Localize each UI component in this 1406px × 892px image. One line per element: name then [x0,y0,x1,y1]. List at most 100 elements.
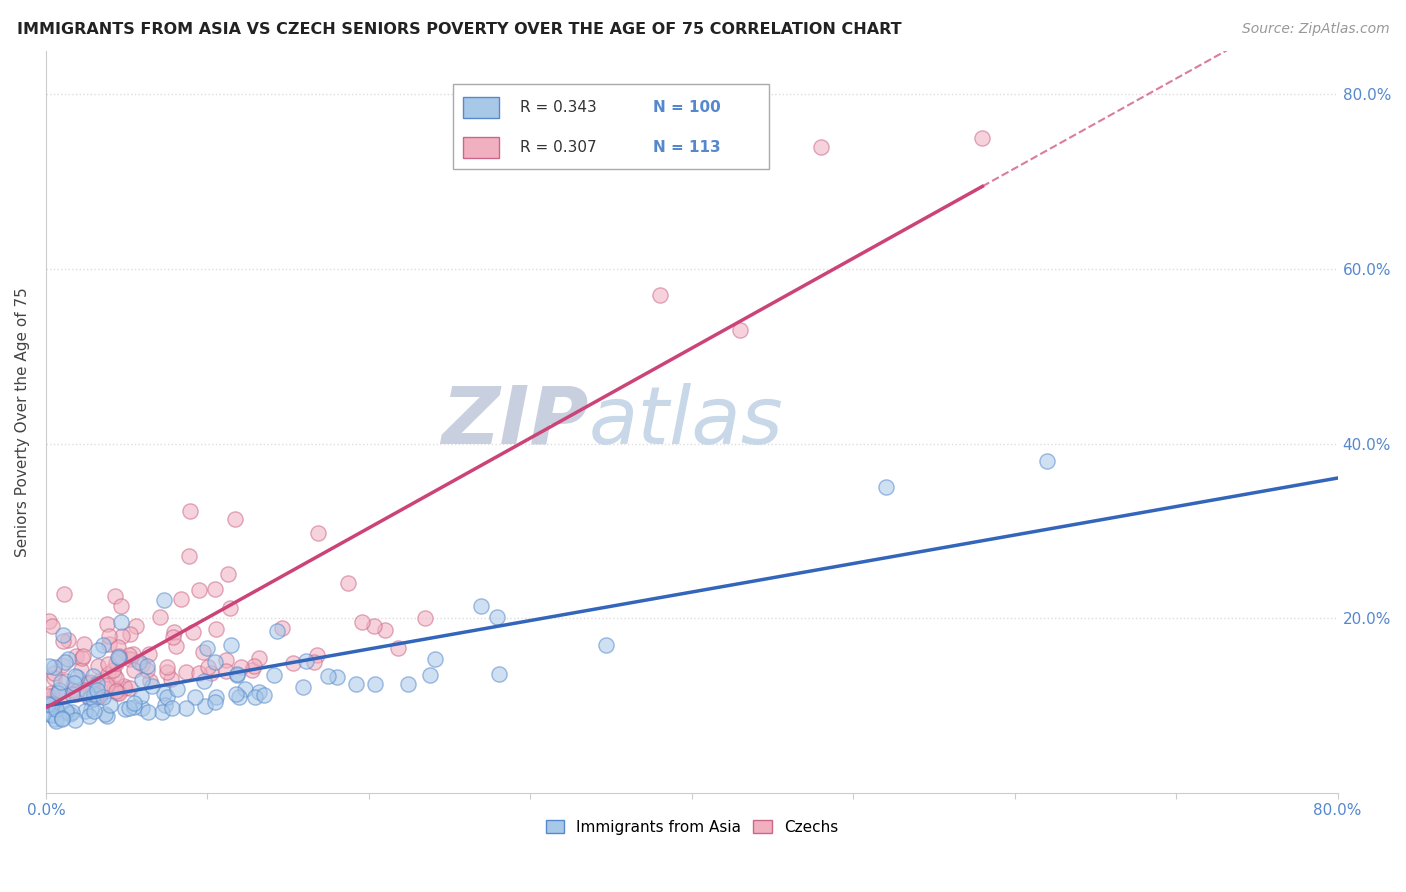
Point [396,677,419,691]
Point [52,634,75,648]
Point [875,480,897,494]
Point [105,684,128,698]
Point [219,600,242,615]
Y-axis label: Seniors Poverty Over the Age of 75: Seniors Poverty Over the Age of 75 [15,287,30,557]
Point [110,615,132,630]
Point [486,609,509,624]
Point [108,650,131,665]
Point [37,697,59,711]
Point [56,651,79,665]
Point [387,640,409,655]
Point [169,592,191,607]
Point [62,683,84,698]
Point [45,714,67,728]
Point [810,140,832,154]
Text: atlas: atlas [589,383,783,461]
Point [86,677,108,691]
Point [152,593,174,607]
Point [114,681,136,695]
Point [51,657,73,672]
Point [595,638,617,652]
Point [84,689,107,703]
Point [96,677,118,691]
Point [83,687,105,701]
Point [45,686,67,700]
Point [105,671,128,685]
Point [204,695,226,709]
Point [79,702,101,716]
Point [97,667,120,681]
Point [104,656,127,670]
Point [195,640,218,655]
Point [174,701,197,715]
Point [70,663,93,677]
Point [294,654,316,668]
Point [86,682,108,697]
FancyBboxPatch shape [453,84,769,169]
Point [131,673,153,687]
Point [247,685,270,699]
Point [160,700,183,714]
Point [98,629,121,643]
Point [44,712,66,726]
Point [98,698,121,712]
Point [226,668,249,682]
Point [364,677,387,691]
Point [149,610,172,624]
Point [122,647,145,661]
Point [105,686,128,700]
Point [114,701,136,715]
Point [972,131,994,145]
Point [191,645,214,659]
Point [41,708,63,723]
Point [73,704,96,718]
Point [108,649,131,664]
Point [96,679,118,693]
Point [72,649,94,664]
Point [84,685,107,699]
Point [112,680,135,694]
Point [228,690,250,705]
Point [138,674,160,689]
Point [42,671,65,685]
Point [63,668,86,682]
Point [65,687,87,701]
Point [205,690,228,704]
Point [97,657,120,671]
Point [305,648,328,663]
FancyBboxPatch shape [463,136,499,158]
Point [162,631,184,645]
Point [79,691,101,706]
Point [44,660,66,674]
Point [307,525,329,540]
Point [174,665,197,679]
Point [51,712,73,726]
Point [131,701,153,715]
Point [193,673,215,688]
Point [160,672,183,686]
Point [63,675,86,690]
Point [82,692,104,706]
Point [38,706,60,721]
Point [87,659,110,673]
Point [225,666,247,681]
Point [205,623,228,637]
Point [363,618,385,632]
Point [150,705,173,719]
Point [337,576,360,591]
Point [77,690,100,705]
Point [42,665,65,680]
Point [39,698,62,712]
Point [76,686,98,700]
Point [128,656,150,670]
Point [76,676,98,690]
Point [118,652,141,666]
Point [45,702,67,716]
Point [187,582,209,597]
Point [51,711,73,725]
Point [97,637,120,651]
Point [41,695,63,709]
Point [217,566,239,581]
Point [122,696,145,710]
Point [1036,454,1059,468]
